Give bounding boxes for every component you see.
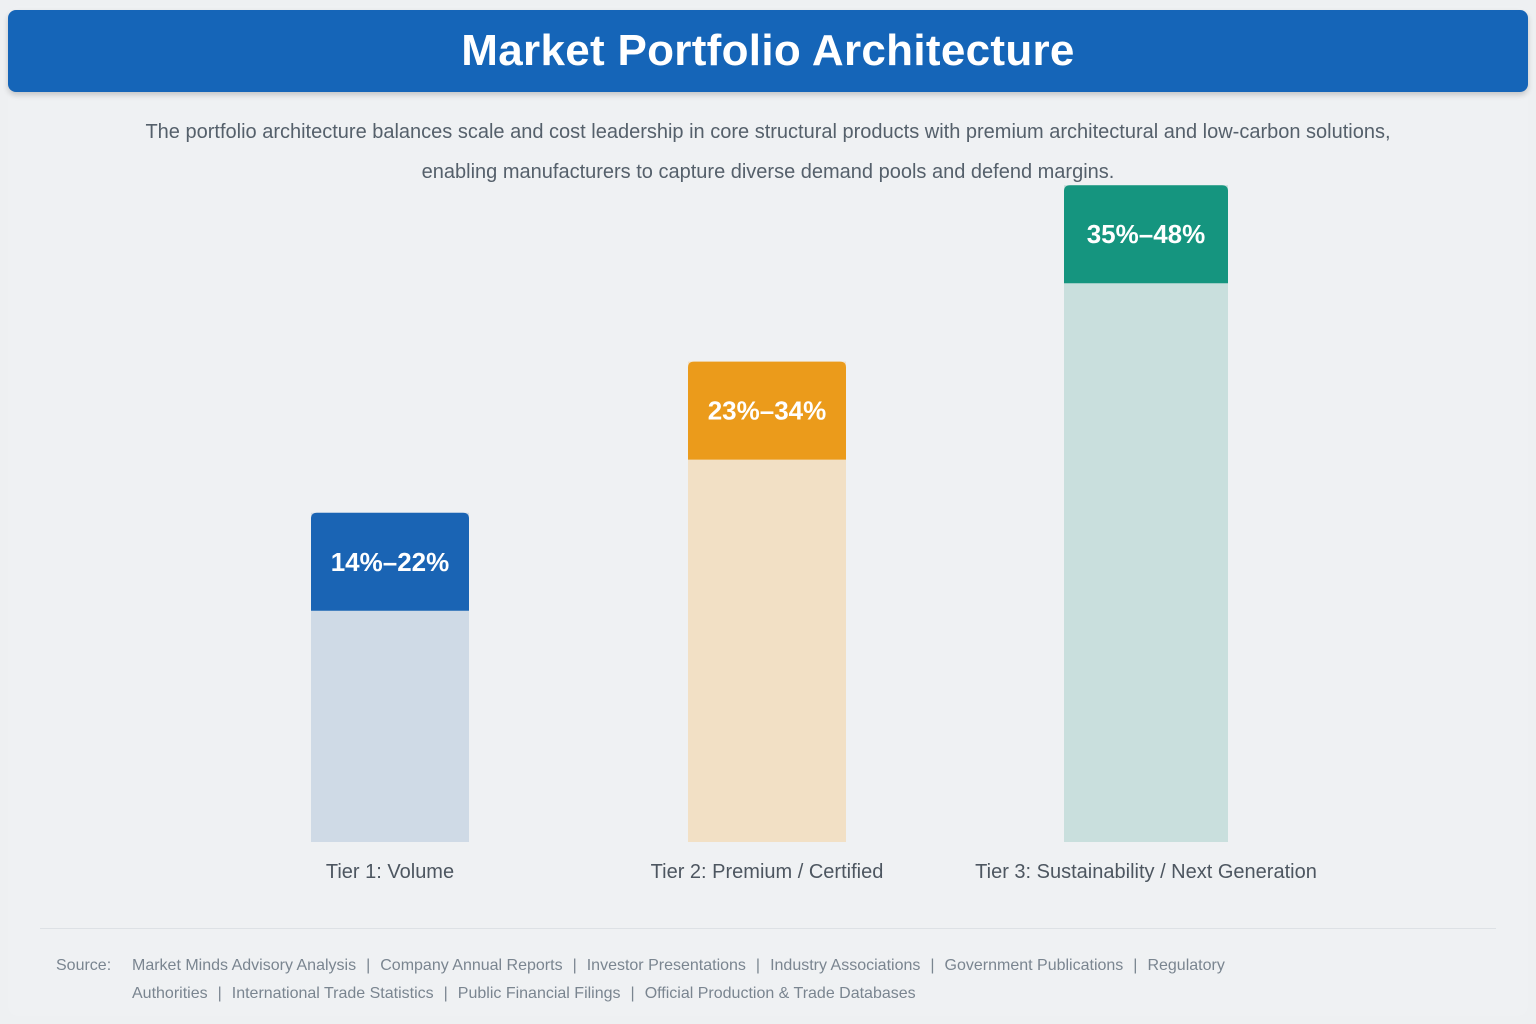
- source-separator: |: [572, 957, 577, 974]
- source-item: Official Production & Trade Databases: [644, 985, 916, 1002]
- source-list: Market Minds Advisory Analysis | Company A…: [132, 952, 1356, 1008]
- bar-header: [1064, 185, 1228, 284]
- source-separator: |: [443, 985, 448, 1002]
- data-label: 35%–48%: [1087, 219, 1206, 249]
- bar-header: [688, 361, 846, 460]
- source-footer: Source: Market Minds Advisory Analysis | C…: [56, 952, 1356, 1008]
- source-separator: |: [930, 957, 935, 974]
- source-separator: |: [755, 957, 761, 974]
- source-item: International Trade Statistics: [231, 985, 434, 1002]
- title-banner: Market Portfolio Architecture: [8, 10, 1528, 92]
- category-label: Tier 3: Sustainability / Next Generation: [975, 861, 1317, 883]
- source-item: Investor Presentations: [586, 957, 746, 974]
- source-item: Public Financial Filings: [457, 985, 621, 1002]
- source-item: Industry Associations: [770, 957, 921, 974]
- data-label: 14%–22%: [331, 547, 450, 577]
- source-item: Company Annual Reports: [380, 957, 563, 974]
- category-label: Tier 2: Premium / Certified: [651, 861, 884, 883]
- source-separator: |: [630, 985, 635, 1002]
- source-separator: |: [217, 985, 222, 1002]
- page-title: Market Portfolio Architecture: [461, 26, 1075, 75]
- bar-body: [1064, 185, 1228, 842]
- source-item: Market Minds Advisory Analysis: [132, 957, 357, 974]
- source-separator: |: [366, 957, 371, 974]
- category-label: Tier 1: Volume: [326, 861, 454, 883]
- data-label: 23%–34%: [708, 396, 827, 426]
- footer-divider: [40, 928, 1496, 929]
- chart-subtitle: The portfolio architecture balances scal…: [145, 121, 1391, 183]
- source-separator: |: [1133, 957, 1138, 974]
- source-item: Regulatory Authorities: [132, 957, 1225, 1002]
- source-label: Source:: [56, 957, 112, 974]
- bar-header: [311, 512, 469, 611]
- source-item: Government Publications: [944, 957, 1124, 974]
